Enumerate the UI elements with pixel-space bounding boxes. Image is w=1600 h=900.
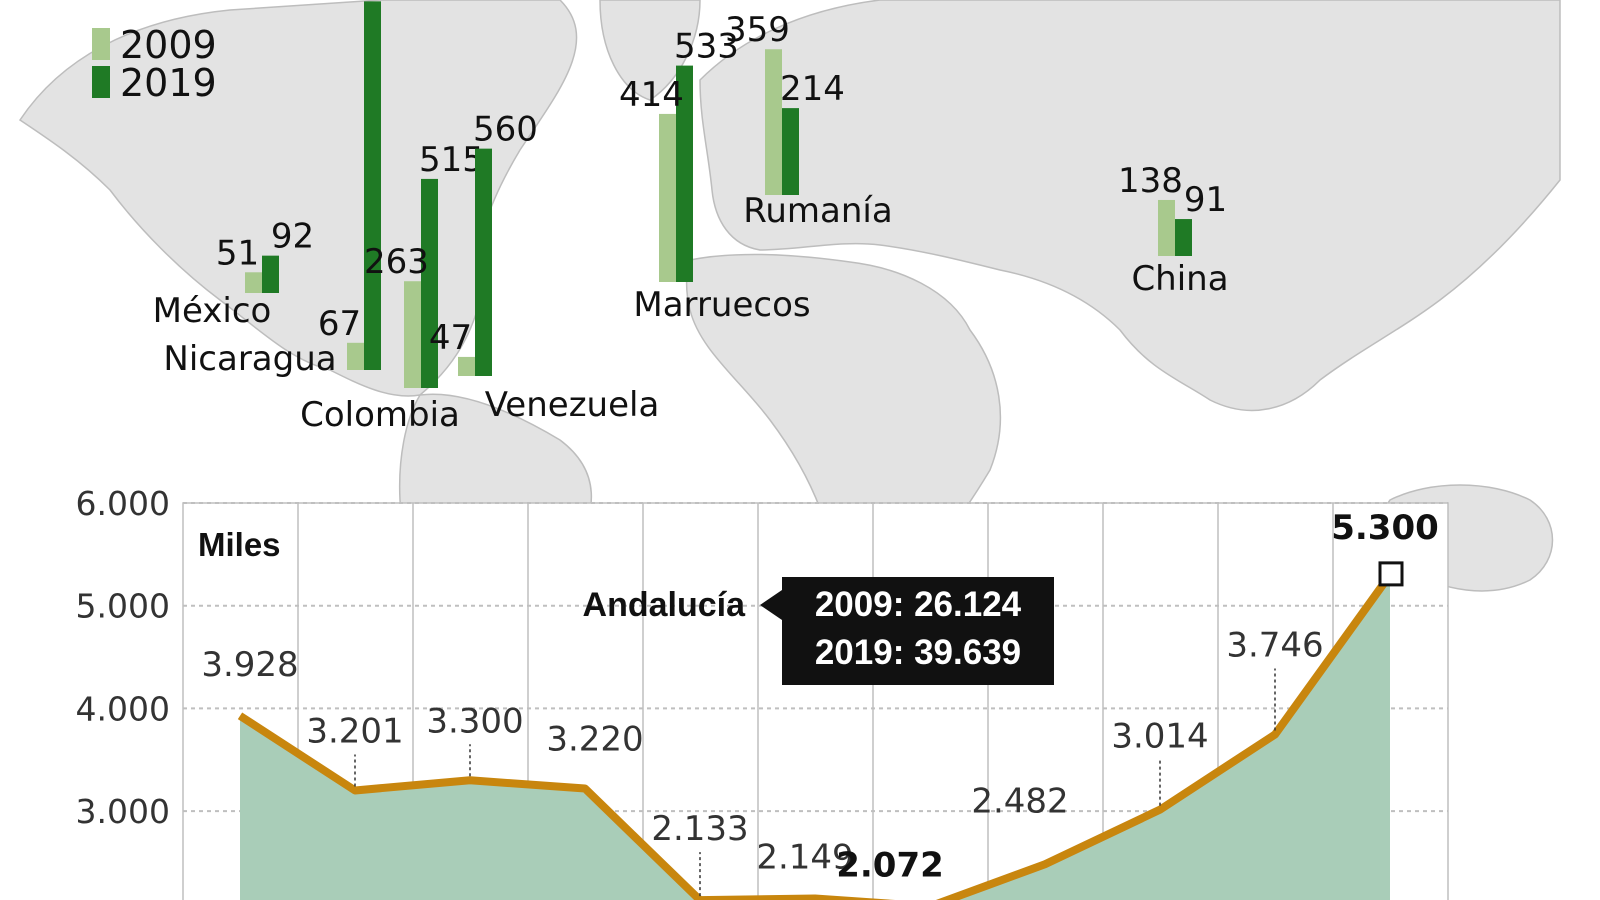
bar-2019-venezuela [475, 148, 492, 376]
series-line [237, 572, 1394, 900]
area-series [237, 572, 1394, 900]
callout-region-label: Andalucía [583, 586, 747, 624]
country-label-venezuela: Venezuela [485, 385, 660, 425]
value-label-2009-nicaragua: 67 [318, 304, 361, 344]
value-label-2009-venezuela: 47 [429, 318, 472, 358]
legend-label-2009: 2009 [120, 23, 217, 67]
greenland-land [599, 0, 701, 101]
y-axis-ticks: 6.000 5.000 4.000 3.000 [76, 484, 170, 831]
point-value-label: 3.014 [1111, 717, 1208, 757]
point-value-label: 5.300 [1331, 508, 1439, 548]
bar-2009-colombia [404, 281, 421, 388]
value-label-2019-marruecos: 533 [674, 27, 739, 67]
value-label-2019-mexico: 92 [271, 217, 314, 257]
callout-pointer [760, 590, 782, 620]
bar-2009-nicaragua [347, 342, 364, 370]
bar-2009-venezuela [458, 356, 475, 376]
callout-line-2019: 2019: 39.639 [815, 633, 1021, 672]
y-tick-label: 5.000 [76, 587, 170, 626]
value-label-2009-colombia: 263 [364, 242, 429, 282]
country-bars: 67 908 Nicaragua 51 92 México 263 515 Colombia 47… [153, 0, 1229, 435]
legend-swatch-2009 [92, 28, 110, 60]
callout-box [782, 577, 1054, 685]
country-label-nicaragua: Nicaragua [163, 339, 336, 379]
y-tick-label: 4.000 [76, 689, 170, 728]
point-value-label: 3.201 [306, 711, 403, 751]
value-label-2019-rumania: 214 [780, 69, 845, 109]
value-label-2009-rumania: 359 [725, 10, 790, 50]
last-point-marker [1378, 561, 1404, 587]
point-value-label: 3.220 [546, 720, 643, 760]
value-label-2019-colombia: 515 [419, 140, 484, 180]
y-axis-unit-label: Miles [198, 526, 281, 563]
value-label-2009-marruecos: 414 [619, 75, 684, 115]
bar-2009-china [1158, 199, 1175, 256]
point-value-label: 2.149 [756, 837, 853, 877]
point-value-label: 2.133 [651, 809, 748, 849]
bar-2019-rumania [782, 108, 799, 195]
callout-line-2009: 2009: 26.124 [815, 585, 1022, 624]
value-label-2019-nicaragua: 908 [362, 0, 427, 2]
y-tick-label: 6.000 [76, 484, 170, 523]
point-value-label: 3.928 [201, 645, 298, 685]
bar-2019-colombia [421, 178, 438, 388]
value-label-2009-mexico: 51 [216, 233, 259, 273]
value-label-2019-china: 91 [1184, 180, 1227, 220]
country-label-colombia: Colombia [300, 395, 460, 435]
bar-2019-mexico [262, 255, 279, 293]
country-label-marruecos: Marruecos [633, 285, 810, 325]
bar-2009-marruecos [659, 113, 676, 282]
point-value-label: 2.482 [971, 781, 1068, 821]
bar-2019-china [1175, 219, 1192, 256]
value-label-2019-venezuela: 560 [473, 110, 538, 150]
country-label-mexico: México [153, 291, 272, 331]
y-tick-label: 3.000 [76, 792, 170, 831]
area-fill [240, 574, 1390, 900]
country-label-china: China [1131, 259, 1228, 299]
country-label-rumania: Rumanía [743, 191, 892, 231]
bar-2009-rumania [765, 49, 782, 195]
value-label-2009-china: 138 [1118, 161, 1183, 201]
bar-2019-nicaragua [364, 1, 381, 371]
bar-2019-marruecos [676, 65, 693, 283]
point-value-label: 3.746 [1226, 625, 1323, 665]
bar-2009-mexico [245, 272, 262, 293]
legend: 2009 2019 [92, 23, 217, 105]
point-value-label: 2.072 [836, 845, 944, 885]
point-value-label: 3.300 [426, 701, 523, 741]
eurasia-land [699, 0, 1561, 412]
legend-label-2019: 2019 [120, 61, 217, 105]
legend-swatch-2019 [92, 66, 110, 98]
andalucia-callout: Andalucía 2009: 26.124 2019: 39.639 [583, 577, 1054, 685]
